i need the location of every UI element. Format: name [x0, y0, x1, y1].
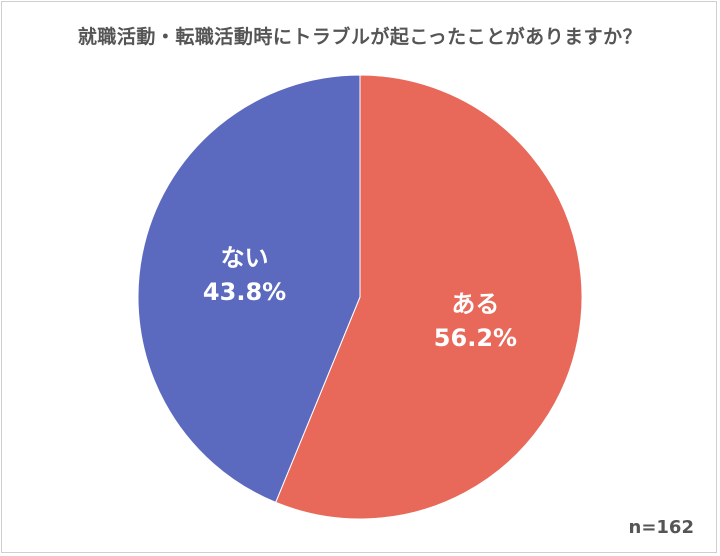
pie-slice-0 [275, 74, 583, 520]
slice-label-0: ある [451, 290, 499, 318]
pie-slice-1 [137, 74, 361, 504]
slice-value-label-1: 43.8% [203, 278, 286, 306]
chart-title: 就職活動・転職活動時にトラブルが起こったことがありますか？ [77, 26, 643, 48]
slice-label-1: ない [221, 244, 269, 272]
sample-size-note: n=162 [628, 517, 694, 538]
slice-value-label-0: 56.2% [434, 324, 517, 352]
